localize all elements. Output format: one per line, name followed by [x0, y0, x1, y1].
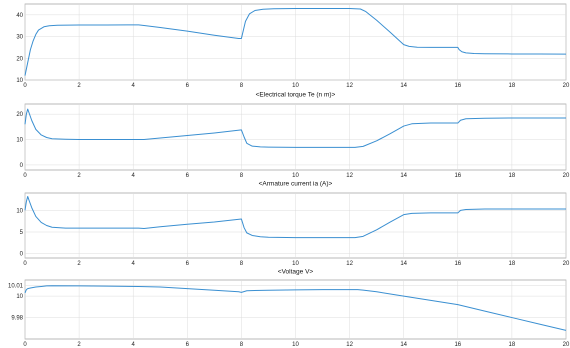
y-tick-label: 10 [16, 138, 23, 144]
y-tick-label: 30 [16, 35, 23, 41]
x-tick-label: 0 [23, 342, 27, 348]
x-tick-label: 14 [400, 83, 407, 89]
y-tick-label: 0 [20, 163, 24, 169]
y-tick-label: 9.98 [11, 316, 23, 322]
x-tick-label: 8 [240, 83, 244, 89]
x-tick-label: 10 [292, 173, 299, 179]
subplot-3: <Armature current ia (A)> 0 2 4 6 8 10 12 14 16 18… [16, 181, 570, 268]
x-tick-label: 16 [454, 83, 461, 89]
x-tick-label: 20 [563, 342, 570, 348]
x-tick-label: 4 [132, 173, 136, 179]
y-tick-label: 40 [16, 13, 23, 19]
y-tick-label: 20 [16, 112, 23, 118]
x-tick-label: 2 [77, 83, 81, 89]
x-tick-label: 8 [240, 173, 244, 179]
x-tick-label: 14 [400, 261, 407, 267]
x-tick-label: 18 [509, 342, 516, 348]
x-tick-label: 10 [292, 83, 299, 89]
y-tick-label: 10 [16, 294, 23, 300]
x-tick-label: 14 [400, 173, 407, 179]
y-tick-label: 10 [16, 208, 23, 214]
y-tick-label: 5 [20, 230, 24, 236]
series-line [24, 8, 567, 76]
x-tick-label: 4 [132, 261, 136, 267]
x-tick-label: 18 [509, 173, 516, 179]
x-tick-label: 2 [77, 342, 81, 348]
x-tick-label: 12 [346, 261, 353, 267]
subplot-2: <Electrical torque Te (n m)> 0 2 4 6 8 10 12 14 1… [16, 92, 570, 180]
series-line [24, 108, 566, 148]
y-tick-label: 0 [20, 252, 24, 258]
x-tick-label: 8 [240, 342, 244, 348]
x-tick-label: 12 [346, 173, 353, 179]
y-tick-label: 20 [16, 56, 23, 62]
series-line [24, 195, 566, 239]
x-tick-label: 0 [23, 173, 27, 179]
subplot-1: 0 2 4 6 8 10 12 14 16 18 20 10 20 30 40 [16, 3, 570, 89]
y-tick-label: 10 [16, 78, 23, 84]
subplot-title: <Armature current ia (A)> [259, 181, 333, 188]
x-tick-label: 10 [292, 342, 299, 348]
x-tick-label: 0 [23, 261, 27, 267]
x-tick-label: 18 [509, 83, 516, 89]
x-tick-label: 20 [563, 261, 570, 267]
subplot-4: <Voltage V> 0 2 4 6 8 10 12 14 16 18 20 9.98 10 10.01 [8, 269, 570, 348]
x-tick-label: 10 [292, 261, 299, 267]
x-tick-label: 8 [240, 261, 244, 267]
x-tick-label: 16 [454, 342, 461, 348]
subplot-title: <Voltage V> [278, 269, 314, 276]
x-tick-label: 20 [563, 83, 570, 89]
x-tick-label: 14 [400, 342, 407, 348]
x-tick-label: 6 [186, 261, 190, 267]
x-tick-label: 20 [563, 173, 570, 179]
y-tick-label: 10.01 [8, 283, 24, 289]
x-tick-label: 2 [77, 261, 81, 267]
subplot-title: <Electrical torque Te (n m)> [256, 92, 336, 99]
x-tick-label: 16 [454, 261, 461, 267]
x-tick-label: 4 [132, 342, 136, 348]
x-tick-label: 16 [454, 173, 461, 179]
x-tick-label: 6 [186, 173, 190, 179]
x-tick-label: 2 [77, 173, 81, 179]
x-tick-label: 18 [509, 261, 516, 267]
x-tick-label: 6 [186, 342, 190, 348]
x-tick-label: 0 [23, 83, 27, 89]
x-tick-label: 12 [346, 342, 353, 348]
x-tick-label: 12 [346, 83, 353, 89]
x-tick-label: 6 [186, 83, 190, 89]
x-tick-label: 4 [132, 83, 136, 89]
series-line [24, 285, 567, 331]
